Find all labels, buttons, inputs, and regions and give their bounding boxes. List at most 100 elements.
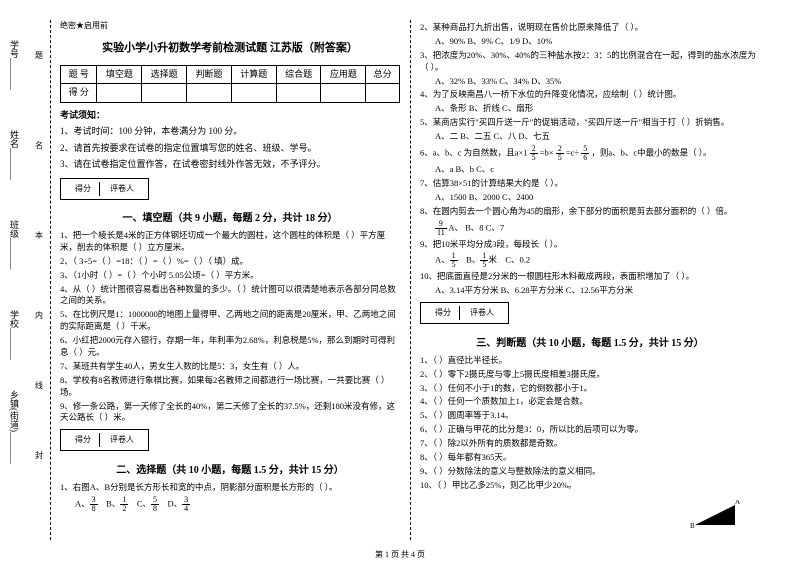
th-fill: 填空题 xyxy=(97,65,142,84)
th-total: 总分 xyxy=(366,65,400,84)
fold-mark: 本 xyxy=(35,230,43,241)
th-app: 应用题 xyxy=(321,65,366,84)
td-blank xyxy=(231,84,276,103)
q2-2: 2、某种商品打九折出售，说明现在售价比原来降低了（ ）。 xyxy=(420,22,760,34)
svg-text:A: A xyxy=(735,500,740,506)
q2-9: 9、把10米平均分成3段，每段长（ ）。 xyxy=(420,239,760,251)
frac: 38 xyxy=(90,496,98,513)
q3-8: 8、（ ）每年都有365天。 xyxy=(420,452,760,464)
q1-1: 1、把一个棱长是4米的正方体钢坯切成一个最大的圆柱，这个圆柱的体积是（ ）平方厘… xyxy=(60,230,400,254)
q2-4-opts: A、条形 B、折线 C、扇形 xyxy=(435,103,760,115)
frac: 34 xyxy=(182,496,190,513)
section3-title: 三、判断题（共 10 小题，每题 1.5 分，共计 15 分） xyxy=(420,336,760,351)
opt-b: B、 xyxy=(466,255,480,265)
frac-d: 2 xyxy=(120,505,128,513)
grader-person: 评卷人 xyxy=(462,306,502,320)
frac: 12 xyxy=(120,496,128,513)
q1-8: 8、学校有8名教师进行象棋比赛，如果每2名教师之间都进行一场比赛，一共要比赛（ … xyxy=(60,375,400,399)
grader-box: 得分评卷人 xyxy=(60,178,149,200)
q2-6: 6、a、b、c 为自然数，且a×1 25 =b× 25 =c÷ 56 ，则a、b… xyxy=(420,145,760,162)
q2-7-opts: A、1500 B、2000 C、2400 xyxy=(435,192,760,204)
q3-1: 1、（ ）直径比半径长。 xyxy=(420,355,760,367)
fold-mark: 内 xyxy=(35,310,43,321)
notice-2: 2、请首先按要求在试卷的指定位置填写您的姓名、班级、学号。 xyxy=(60,142,400,156)
td-score: 得 分 xyxy=(61,84,97,103)
q1-2: 2、（ 3÷5=（ ）=18：（ ）=（ ）%=（ ）（ 填）成。 xyxy=(60,256,400,268)
frac: 58 xyxy=(151,496,159,513)
opt-a: A、 xyxy=(75,498,90,508)
td-blank xyxy=(276,84,321,103)
opt-a: A、 xyxy=(435,255,450,265)
frac: 911 xyxy=(435,220,447,237)
q3-2: 2、（ ）零下2摄氏度与零上5摄氏度相差3摄氏度。 xyxy=(420,369,760,381)
q2-5: 5、某商店实行"买四斤送一斤"的促销活动，"买四斤送一斤"相当于打（ ）折销售。 xyxy=(420,117,760,129)
frac-d: 5 xyxy=(450,261,458,269)
sidebar-label-school: 学校_______ xyxy=(8,310,21,360)
q2-6-mid2: =c÷ xyxy=(566,147,579,157)
fold-mark: 封 xyxy=(35,450,43,461)
q2-9-opts: A、15 B、15米 C、0.2 xyxy=(435,252,760,269)
q2-3-opts: A、32% B、33% C、34% D、35% xyxy=(435,76,760,88)
notice-3: 3、请在试卷指定位置作答，在试卷密封线外作答无效，不予评分。 xyxy=(60,158,400,172)
grader-person: 评卷人 xyxy=(102,433,142,447)
frac-d: 5 xyxy=(530,154,538,162)
q2-10-opts: A、3.14平方分米 B、6.28平方分米 C、12.56平方分米 xyxy=(435,285,760,297)
th-num: 题 号 xyxy=(61,65,97,84)
q3-9: 9、（ ）分数除法的意义与整数除法的意义相同。 xyxy=(420,466,760,478)
column-left: 绝密★启用前 实验小学小升初数学考前检测试题 江苏版（附答案） 题 号 填空题 … xyxy=(60,20,400,515)
svg-text:B: B xyxy=(690,522,695,530)
q2-5-opts: A、二 B、二五 C、八 D、七五 xyxy=(435,131,760,143)
column-right: 2、某种商品打九折出售，说明现在售价比原来降低了（ ）。 A、90% B、9% … xyxy=(420,20,760,494)
frac-d: 8 xyxy=(90,505,98,513)
td-blank xyxy=(187,84,232,103)
q1-6: 6、小红把2000元存入银行，存期一年，年利率为2.68%，利息税是5%，那么到… xyxy=(60,335,400,359)
th-judge: 判断题 xyxy=(187,65,232,84)
fold-line-1 xyxy=(50,20,51,540)
q1-7: 7、某班共有学生40人，男女生人数的比是5：3，女生有（ ）人。 xyxy=(60,361,400,373)
frac-d: 4 xyxy=(182,505,190,513)
score-table: 题 号 填空题 选择题 判断题 计算题 综合题 应用题 总分 得 分 xyxy=(60,65,400,103)
sidebar-label-name: 姓名_______ xyxy=(8,130,21,180)
q2-10: 10、把底面直径是2分米的一根圆柱形木料截成两段，表面积增加了（ ）。 xyxy=(420,271,760,283)
unit: 米 xyxy=(488,255,497,265)
opt-c: C、0.2 xyxy=(505,255,530,265)
triangle-figure: A B xyxy=(690,500,740,530)
q1-4: 4、从（ ）统计图很容易看出各种数量的多少。（ ）统计图可以很清楚地表示各部分同… xyxy=(60,284,400,308)
q2-2-opts: A、90% B、9% C、1/9 D、10% xyxy=(435,36,760,48)
exam-title: 实验小学小升初数学考前检测试题 江苏版（附答案） xyxy=(60,40,400,57)
frac-d: 5 xyxy=(556,154,564,162)
fold-mark: 名 xyxy=(35,140,43,151)
q1-3: 3、（1小时（ ）=（ ）个小时 5.05公顷=（ ）平方米。 xyxy=(60,270,400,282)
q2-3: 3、把浓度为20%、30%、40%的三种盐水按2：3：5的比例混合在一起，得到的… xyxy=(420,50,760,74)
secret-label: 绝密★启用前 xyxy=(60,20,400,32)
q2-8-opt-text: A、 B、8 C、7 xyxy=(448,222,504,232)
q3-7: 7、（ ）除2以外所有的质数都是奇数。 xyxy=(420,438,760,450)
frac-d: 8 xyxy=(151,505,159,513)
frac-d: 6 xyxy=(581,154,589,162)
td-blank xyxy=(366,84,400,103)
grader-person: 评卷人 xyxy=(102,182,142,196)
frac: 56 xyxy=(581,145,589,162)
q3-6: 6、（ ）正确与甲花的比分是3：0，所以比的后项可以为零。 xyxy=(420,424,760,436)
q2-6-pre: 6、a、b、c 为自然数，且a×1 xyxy=(420,147,528,157)
frac: 25 xyxy=(530,145,538,162)
fold-mark: 线 xyxy=(35,380,43,391)
sidebar-label-studentno: 学号_______ xyxy=(8,40,21,90)
sidebar-label-town: 乡镇(街道)_______ xyxy=(8,390,21,464)
q2-7: 7、估算38×51的计算结果大约是（ ）。 xyxy=(420,178,760,190)
frac: 15 xyxy=(450,252,458,269)
frac: 25 xyxy=(556,145,564,162)
q1-9: 9、修一条公路，第一天修了全长的40%，第二天修了全长的37.5%，还剩180米… xyxy=(60,401,400,425)
td-blank xyxy=(97,84,142,103)
q2-8-opts: 911 A、 B、8 C、7 xyxy=(435,220,760,237)
notice-title: 考试须知： xyxy=(60,109,400,123)
grader-box: 得分评卷人 xyxy=(420,302,509,324)
q2-1-opts: A、38 B、12 C、58 D、34 xyxy=(75,496,400,513)
section1-title: 一、填空题（共 9 小题，每题 2 分，共计 18 分） xyxy=(60,211,400,226)
q3-3: 3、（ ）任何不小于1的数，它的倒数都小于1。 xyxy=(420,383,760,395)
th-choice: 选择题 xyxy=(142,65,187,84)
th-comp: 综合题 xyxy=(276,65,321,84)
td-blank xyxy=(142,84,187,103)
sidebar-label-class: 班级_______ xyxy=(8,220,21,270)
frac-d: 11 xyxy=(435,229,447,237)
